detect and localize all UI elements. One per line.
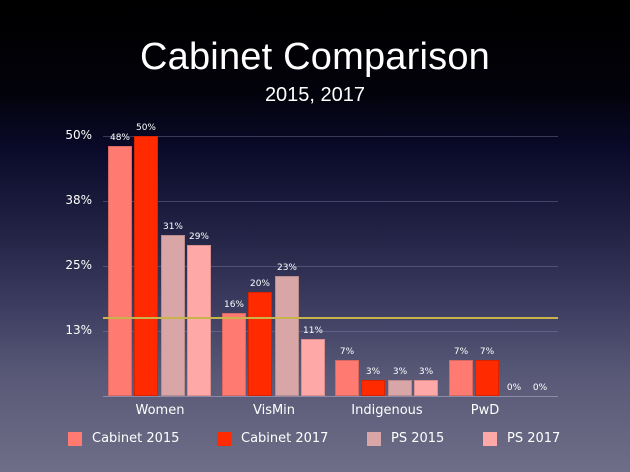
legend-swatch-ps-2017	[483, 431, 497, 446]
bar-indigenous-ps-2015	[388, 380, 412, 396]
gridline-13	[103, 331, 558, 332]
legend-swatch-ps-2015	[367, 431, 381, 446]
bar-value-label: 23%	[276, 263, 297, 273]
y-tick-13: 13%	[65, 323, 92, 337]
bar-pwd-cabinet-2017	[475, 360, 499, 396]
bar-value-label: 48%	[109, 133, 130, 143]
reference-line	[103, 317, 558, 319]
x-label-indigenous: Indigenous	[351, 403, 423, 418]
bar-indigenous-cabinet-2015	[335, 360, 359, 396]
bar-value-label: 29%	[188, 232, 209, 242]
bar-women-cabinet-2017	[134, 136, 158, 396]
bar-vismin-cabinet-2017	[248, 292, 272, 396]
bar-value-label: 0%	[532, 383, 548, 393]
bar-value-label: 7%	[453, 347, 469, 357]
gridline-50	[103, 136, 558, 137]
legend-swatch-cabinet-2015	[68, 431, 82, 446]
x-label-vismin: VisMin	[252, 403, 296, 418]
bar-value-label: 11%	[302, 326, 323, 336]
legend-item-cabinet-2015: Cabinet 2015	[68, 431, 179, 446]
bar-vismin-ps-2017	[301, 339, 325, 396]
legend-label: PS 2015	[391, 431, 445, 446]
chart-subtitle: 2015, 2017	[264, 84, 366, 106]
legend-label: Cabinet 2017	[241, 431, 329, 446]
legend-label: PS 2017	[507, 431, 561, 446]
y-tick-50: 50%	[65, 128, 92, 142]
gridline-38	[103, 201, 558, 202]
legend-label: Cabinet 2015	[92, 431, 180, 446]
bar-value-label: 3%	[418, 367, 434, 377]
x-label-women: Women	[135, 403, 185, 418]
legend-item-cabinet-2017: Cabinet 2017	[217, 431, 328, 446]
legend-swatch-cabinet-2017	[217, 431, 231, 446]
chart-title: Cabinet Comparison	[140, 36, 490, 78]
gridline-25	[103, 266, 558, 267]
legend: Cabinet 2015 Cabinet 2017 PS 2015 PS 201…	[0, 431, 630, 451]
bar-women-cabinet-2015	[108, 146, 132, 396]
bar-indigenous-cabinet-2017	[361, 380, 385, 396]
bar-pwd-cabinet-2015	[449, 360, 473, 396]
bar-indigenous-ps-2017	[414, 380, 438, 396]
bar-women-ps-2015	[161, 235, 185, 396]
bar-vismin-ps-2015	[275, 276, 299, 396]
x-label-pwd: PwD	[470, 403, 500, 418]
y-tick-38: 38%	[65, 193, 92, 207]
bar-value-label: 31%	[162, 222, 183, 232]
bar-value-label: 0%	[506, 383, 522, 393]
x-axis-baseline	[103, 396, 558, 397]
bar-value-label: 3%	[392, 367, 408, 377]
bar-value-label: 16%	[223, 300, 244, 310]
bar-value-label: 3%	[365, 367, 381, 377]
bar-vismin-cabinet-2015	[222, 313, 246, 396]
y-tick-25: 25%	[65, 258, 92, 272]
legend-item-ps-2015: PS 2015	[367, 431, 444, 446]
bar-value-label: 50%	[135, 123, 156, 133]
bar-value-label: 20%	[249, 279, 270, 289]
bar-women-ps-2017	[187, 245, 211, 396]
bar-value-label: 7%	[479, 347, 495, 357]
bar-value-label: 7%	[339, 347, 355, 357]
legend-item-ps-2017: PS 2017	[483, 431, 560, 446]
